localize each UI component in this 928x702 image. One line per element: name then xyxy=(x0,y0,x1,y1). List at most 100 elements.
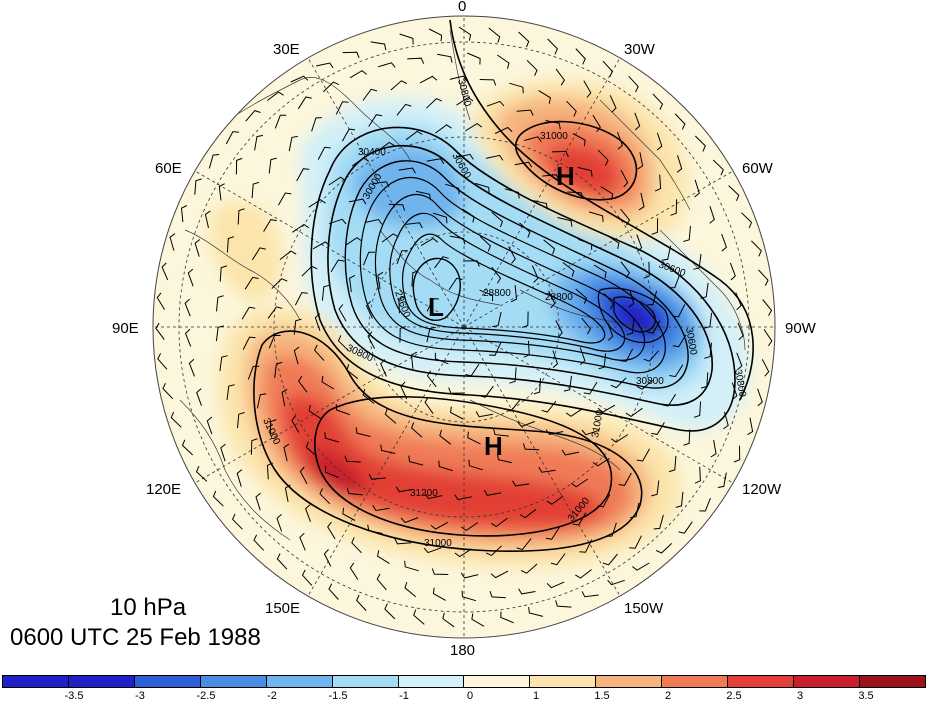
wind-barb xyxy=(583,80,592,98)
wind-barb xyxy=(509,82,524,94)
contour-label: 30600 xyxy=(683,327,699,357)
wind-barb xyxy=(284,484,291,502)
wind-barb xyxy=(588,211,604,222)
colorbar-tick: 0 xyxy=(466,690,474,702)
colorbar-swatch xyxy=(265,676,332,687)
wind-barb xyxy=(293,346,300,365)
contour-label: 31000 xyxy=(424,538,452,549)
wind-barb xyxy=(606,234,620,250)
wind-barb xyxy=(514,161,533,168)
wind-barb xyxy=(323,549,332,567)
wind-barb xyxy=(390,80,408,91)
wind-barb xyxy=(250,438,258,455)
wind-barb xyxy=(349,562,359,580)
wind-barb xyxy=(581,591,599,598)
wind-barb xyxy=(187,268,194,287)
wind-barb xyxy=(567,191,584,199)
wind-barb xyxy=(741,212,753,229)
wind-barb xyxy=(236,469,243,487)
wind-barb xyxy=(271,278,288,289)
wind-barb xyxy=(461,590,477,602)
colorbar-tick: -3.5 xyxy=(64,690,84,702)
colorbar-tick: 1 xyxy=(532,690,540,702)
wind-barb xyxy=(299,532,306,551)
wind-barb xyxy=(704,342,712,359)
wind-barb xyxy=(637,152,644,170)
wind-barb xyxy=(398,296,405,314)
wind-barb xyxy=(721,233,727,252)
lon-label-150e: 150E xyxy=(265,600,301,617)
wind-barb xyxy=(426,298,439,312)
wind-barb xyxy=(723,411,729,430)
high-centre-pacific: H xyxy=(484,431,503,461)
wind-barb xyxy=(251,181,260,199)
wind-barb xyxy=(439,429,452,445)
wind-barb xyxy=(384,408,397,424)
wind-barb xyxy=(188,358,195,377)
wind-barb xyxy=(468,459,483,471)
lon-label-0: 0 xyxy=(458,0,467,15)
anomaly-pos-pacific-5 xyxy=(309,449,367,497)
wind-barb xyxy=(327,521,336,540)
wind-barb xyxy=(328,583,339,600)
wind-barb xyxy=(672,334,687,348)
wind-barb xyxy=(572,512,587,526)
wind-barb xyxy=(415,190,431,201)
wind-barb xyxy=(602,553,618,566)
wind-barb xyxy=(277,192,292,206)
wind-barb xyxy=(432,587,446,601)
wind-barb xyxy=(345,237,363,246)
wind-barb xyxy=(471,613,485,627)
wind-barb xyxy=(380,359,387,377)
wind-barb xyxy=(620,169,629,188)
colorbar-tick: 3.5 xyxy=(858,690,874,702)
lon-label-60e: 60E xyxy=(155,160,182,177)
wind-barb xyxy=(597,494,611,508)
wind-barb xyxy=(305,441,318,457)
wind-barb xyxy=(388,203,406,211)
wind-barb xyxy=(492,311,502,328)
wind-barb xyxy=(490,570,509,579)
wind-barb xyxy=(747,417,754,436)
wind-barb xyxy=(611,434,629,443)
wind-barb xyxy=(735,292,742,311)
wind-barb xyxy=(703,312,713,329)
wind-barb xyxy=(424,493,443,500)
wind-barb xyxy=(297,375,308,393)
wind-barb xyxy=(365,301,373,319)
contour-label: 30800 xyxy=(732,369,748,399)
wind-barb xyxy=(335,101,349,115)
wind-barb xyxy=(541,400,557,413)
wind-barb xyxy=(609,95,617,113)
wind-barb xyxy=(486,100,505,107)
wind-barb xyxy=(565,408,583,417)
wind-barb xyxy=(606,522,617,537)
wind-barb xyxy=(545,527,560,540)
wind-barb xyxy=(206,416,213,435)
wind-barb xyxy=(351,537,362,554)
wind-barb xyxy=(435,124,452,134)
wind-barb xyxy=(733,445,741,463)
wind-barb xyxy=(462,208,475,223)
wind-barb xyxy=(296,168,310,182)
wind-barb xyxy=(337,335,349,352)
wind-barb xyxy=(241,306,256,320)
wind-barb xyxy=(528,607,544,617)
wind-barb xyxy=(335,403,350,416)
colorbar-swatch xyxy=(595,676,662,687)
wind-barb xyxy=(668,455,677,473)
wind-barb xyxy=(291,415,300,433)
wind-barb xyxy=(449,75,468,82)
colorbar-tick: 2.5 xyxy=(726,690,742,702)
wind-barb xyxy=(281,388,288,407)
wind-barb xyxy=(598,353,607,370)
colorbar-swatch xyxy=(661,676,728,687)
colorbar-swatch xyxy=(67,676,134,687)
wind-barb xyxy=(552,350,559,368)
wind-barb xyxy=(728,185,740,201)
wind-barb xyxy=(592,457,610,467)
wind-barb xyxy=(668,274,681,289)
wind-barb xyxy=(400,517,419,524)
wind-barb xyxy=(597,149,609,166)
wind-barb xyxy=(547,38,558,55)
